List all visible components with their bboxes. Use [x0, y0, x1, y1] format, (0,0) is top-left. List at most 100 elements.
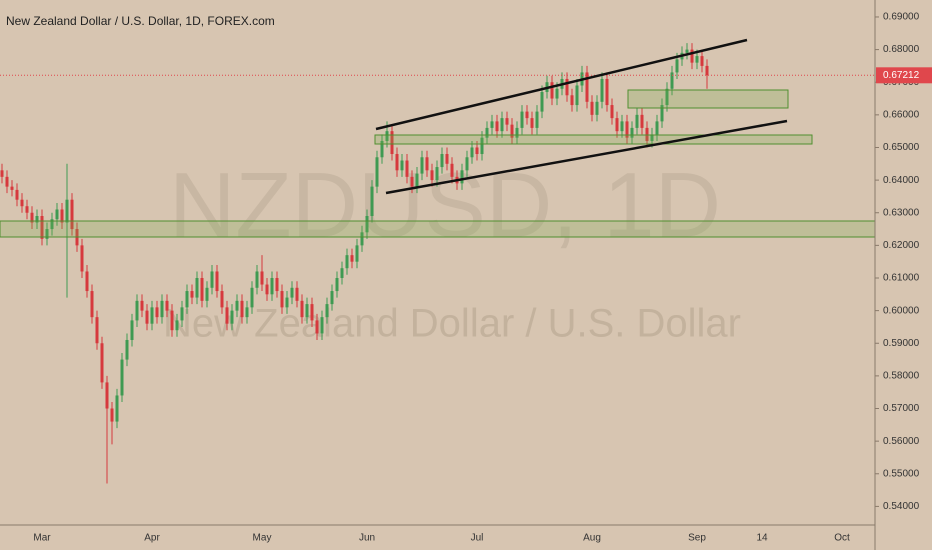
candle-body — [105, 382, 109, 409]
candle-body — [65, 199, 69, 223]
candle-body — [620, 121, 624, 132]
candle-body — [435, 167, 439, 181]
candle-body — [165, 300, 169, 311]
y-tick-label: 0.61000 — [883, 273, 920, 284]
candle-body — [45, 229, 49, 239]
candle-body — [80, 245, 84, 272]
candle-body — [30, 212, 34, 223]
candle-body — [190, 291, 194, 298]
x-tick-label: May — [253, 533, 272, 544]
y-tick-label: 0.58000 — [883, 371, 920, 382]
last-price-tag — [876, 67, 932, 84]
candle-body — [125, 339, 129, 360]
candle-body — [145, 310, 149, 324]
y-tick-label: 0.66000 — [883, 109, 920, 120]
candle-body — [655, 121, 659, 135]
candle-body — [665, 88, 669, 106]
candle-body — [575, 85, 579, 106]
candle-body — [700, 56, 704, 66]
candle-body — [670, 72, 674, 89]
candle-body — [215, 271, 219, 292]
y-tick-label: 0.56000 — [883, 436, 920, 447]
candle-body — [395, 154, 399, 171]
y-tick-label: 0.57000 — [883, 403, 920, 414]
candle-body — [475, 147, 479, 155]
candle-body — [535, 111, 539, 128]
trend-line — [385, 119, 788, 195]
candle-body — [450, 163, 454, 177]
watermark: NZDUSD, 1D — [169, 154, 721, 256]
candle-body — [330, 291, 334, 305]
candle-body — [15, 189, 19, 200]
candle-body — [260, 271, 264, 285]
candle-body — [335, 277, 339, 292]
candle-body — [355, 245, 359, 262]
candle-body — [445, 154, 449, 164]
candle-body — [235, 300, 239, 311]
x-tick-label: Jun — [359, 533, 375, 544]
candle-body — [255, 271, 259, 288]
candle-body — [305, 304, 309, 318]
candle-body — [220, 291, 224, 308]
support-zone — [0, 220, 876, 238]
candle-body — [250, 287, 254, 308]
trend-line — [375, 38, 748, 131]
candle-body — [150, 307, 154, 324]
candle-body — [315, 320, 319, 334]
candle-body — [630, 127, 634, 138]
candle-body — [480, 137, 484, 155]
candle-body — [40, 216, 44, 239]
candle-body — [55, 209, 59, 220]
candle-body — [320, 317, 324, 334]
candle-body — [95, 317, 99, 344]
candle-body — [110, 408, 114, 422]
candle-body — [60, 209, 64, 223]
y-tick-label: 0.60000 — [883, 305, 920, 316]
candle-body — [140, 300, 144, 311]
y-tick-label: 0.59000 — [883, 338, 920, 349]
candle-body — [485, 127, 489, 138]
candle-body — [425, 157, 429, 171]
chart-title: New Zealand Dollar / U.S. Dollar, 1D, FO… — [6, 14, 275, 28]
candle-body — [380, 140, 384, 158]
candle-body — [625, 121, 629, 138]
candle-body — [490, 121, 494, 128]
x-tick-label: Oct — [834, 533, 850, 544]
candle-body — [50, 219, 54, 230]
candle-body — [695, 56, 699, 63]
candle-body — [520, 111, 524, 128]
candle-body — [505, 118, 509, 125]
candle-body — [225, 307, 229, 324]
candle-body — [595, 101, 599, 115]
candle-body — [440, 154, 444, 168]
candle-body — [100, 343, 104, 383]
candle-body — [510, 124, 514, 138]
candle-body — [600, 78, 604, 102]
candle-body — [585, 72, 589, 102]
candle-body — [385, 131, 389, 141]
candle-body — [130, 320, 134, 340]
candle-body — [265, 284, 269, 295]
y-tick-label: 0.54000 — [883, 501, 920, 512]
candle-body — [690, 49, 694, 63]
candle-body — [185, 291, 189, 308]
y-tick-label: 0.64000 — [883, 175, 920, 186]
y-tick-label: 0.63000 — [883, 207, 920, 218]
candle-body — [35, 216, 39, 223]
y-tick-label: 0.69000 — [883, 12, 920, 23]
resistance-zone — [627, 89, 789, 109]
candle-body — [90, 291, 94, 318]
candle-body — [465, 157, 469, 171]
last-price-label: 0.67212 — [883, 70, 920, 81]
candle-body — [325, 304, 329, 318]
candle-body — [570, 95, 574, 106]
candle-body — [205, 287, 209, 301]
candle-body — [25, 206, 29, 213]
candle-body — [290, 287, 294, 298]
candle-body — [375, 157, 379, 187]
candle-body — [230, 310, 234, 324]
candle-body — [280, 291, 284, 308]
